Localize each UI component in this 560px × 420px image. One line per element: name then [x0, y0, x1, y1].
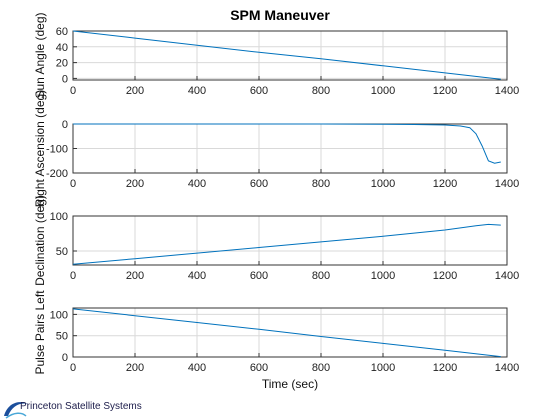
logo-swoosh-icon	[4, 402, 28, 419]
x-tick-label: 800	[312, 85, 330, 97]
y-axis-label: Right Ascension (deg)	[33, 90, 47, 207]
x-tick-label: 0	[70, 362, 76, 374]
y-tick-label: 40	[56, 42, 68, 54]
axes-box	[72, 307, 508, 358]
x-tick-label: 0	[70, 270, 76, 282]
x-tick-label: 200	[126, 270, 144, 282]
x-tick-label: 400	[188, 178, 206, 190]
y-tick-label: 50	[56, 246, 68, 258]
y-tick-label: 20	[56, 58, 68, 70]
x-tick-label: 0	[70, 178, 76, 190]
chart-title: SPM Maneuver	[230, 7, 330, 23]
x-tick-label: 1000	[371, 270, 395, 282]
x-tick-label: 1400	[495, 270, 519, 282]
x-axis-label: Time (sec)	[262, 377, 318, 391]
x-tick-label: 800	[312, 362, 330, 374]
x-tick-label: 1000	[371, 362, 395, 374]
series-line	[72, 30, 501, 80]
x-tick-label: 400	[188, 85, 206, 97]
y-tick-label: 50	[56, 331, 68, 343]
series-line	[72, 308, 501, 358]
x-tick-label: 1200	[433, 362, 457, 374]
y-tick-label: 0	[62, 73, 68, 85]
y-tick-label: 100	[50, 211, 68, 223]
x-tick-label: 600	[250, 270, 268, 282]
subplot-2: 0 200 400 600 800 1000 1200 1400 -200 -100 0 Right …	[33, 90, 519, 207]
x-tick-label: 1200	[433, 85, 457, 97]
brand-name: Princeton Satellite Systems	[20, 401, 142, 412]
x-tick-label: 1400	[495, 178, 519, 190]
x-tick-label: 1400	[495, 85, 519, 97]
x-tick-label: 0	[70, 85, 76, 97]
y-tick-label: 100	[50, 309, 68, 321]
y-tick-label: -200	[46, 168, 68, 180]
x-tick-label: 400	[188, 362, 206, 374]
series-line	[73, 123, 501, 164]
axes-box	[72, 215, 508, 266]
x-tick-label: 600	[250, 362, 268, 374]
x-tick-label: 200	[126, 178, 144, 190]
y-axis-label: Pulse Pairs Left	[33, 290, 47, 375]
x-tick-label: 600	[250, 85, 268, 97]
x-tick-label: 800	[312, 178, 330, 190]
y-tick-label: 0	[62, 119, 68, 131]
x-tick-label: 200	[126, 362, 144, 374]
x-tick-label: 1400	[495, 362, 519, 374]
y-tick-label: 60	[56, 26, 68, 38]
subplot-3: 0 200 400 600 800 1000 1200 1400 50 100Declinatio…	[33, 195, 519, 286]
x-tick-label: 600	[250, 178, 268, 190]
x-tick-label: 1000	[371, 178, 395, 190]
x-tick-label: 1200	[433, 178, 457, 190]
y-axis-label: Declination (deg)	[33, 195, 47, 286]
y-tick-label: 0	[62, 352, 68, 364]
x-tick-label: 800	[312, 270, 330, 282]
x-tick-label: 1000	[371, 85, 395, 97]
y-axis-label: Sun Angle (deg)	[33, 12, 47, 98]
axes-box	[72, 30, 508, 81]
subplot-1: 0 200 400 600 800 1000 1200 1400 0 20 40 60 Sun Angl…	[33, 12, 519, 98]
x-tick-label: 400	[188, 270, 206, 282]
x-tick-label: 200	[126, 85, 144, 97]
x-tick-label: 1200	[433, 270, 457, 282]
y-tick-label: -100	[46, 144, 68, 156]
series-line	[72, 223, 501, 265]
